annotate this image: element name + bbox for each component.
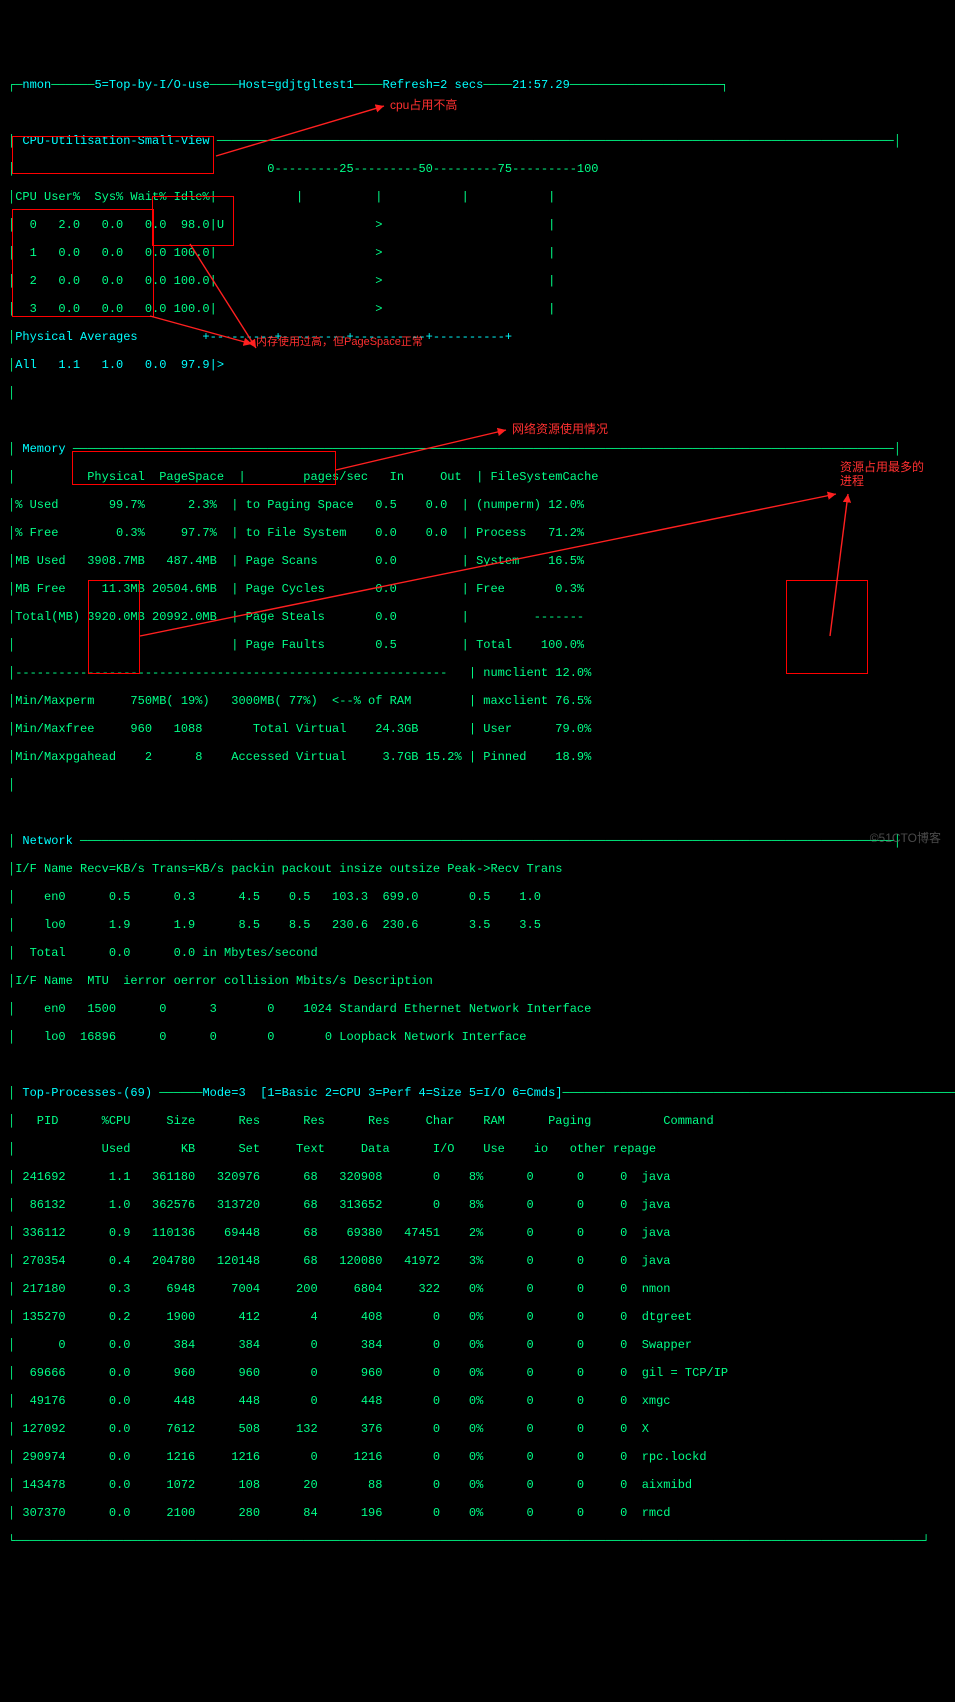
memory-row-6: │---------------------------------------…	[8, 666, 947, 680]
network-row2-0: │ en0 1500 0 3 0 1024 Standard Ethernet …	[8, 1002, 947, 1016]
mode-label: 5=Top-by-I/O-use	[94, 78, 209, 92]
cpu-section-title: CPU-Utilisation-Small-View	[22, 134, 209, 148]
memory-row-1: │% Free 0.3% 97.7% | to File System 0.0 …	[8, 526, 947, 540]
memory-bottom: │	[8, 778, 947, 792]
cpu-scale: │ 0---------25---------50---------75----…	[8, 162, 947, 176]
header-line: ┌─nmon──────5=Top-by-I/O-use────Host=gdj…	[8, 78, 947, 92]
network-row-1: │ lo0 1.9 1.9 8.5 8.5 230.6 230.6 3.5 3.…	[8, 918, 947, 932]
top-row-0: │ 241692 1.1 361180 320976 68 320908 0 8…	[8, 1170, 947, 1184]
memory-row-2: │MB Used 3908.7MB 487.4MB | Page Scans 0…	[8, 554, 947, 568]
annotation-net: 网络资源使用情况	[512, 422, 608, 436]
top-row-10: │ 290974 0.0 1216 1216 0 1216 0 0% 0 0 0…	[8, 1450, 947, 1464]
memory-row-0: │% Used 99.7% 2.3% | to Paging Space 0.5…	[8, 498, 947, 512]
network-row2-1: │ lo0 16896 0 0 0 0 Loopback Network Int…	[8, 1030, 947, 1044]
top-row-8: │ 49176 0.0 448 448 0 448 0 0% 0 0 0 xmg…	[8, 1394, 947, 1408]
top-row-1: │ 86132 1.0 362576 313720 68 313652 0 8%…	[8, 1198, 947, 1212]
top-mode: Mode=3 [1=Basic 2=CPU 3=Perf 4=Size 5=I/…	[202, 1086, 562, 1100]
memory-row-5: │ | Page Faults 0.5 | Total 100.0%	[8, 638, 947, 652]
top-row-6: │ 0 0.0 384 384 0 384 0 0% 0 0 0 Swapper	[8, 1338, 947, 1352]
memory-row-9: │Min/Maxpgahead 2 8 Accessed Virtual 3.7…	[8, 750, 947, 764]
network-row-0: │ en0 0.5 0.3 4.5 0.5 103.3 699.0 0.5 1.…	[8, 890, 947, 904]
top-row-9: │ 127092 0.0 7612 508 132 376 0 0% 0 0 0…	[8, 1422, 947, 1436]
memory-row-8: │Min/Maxfree 960 1088 Total Virtual 24.3…	[8, 722, 947, 736]
watermark: ©51CTO博客	[870, 831, 941, 845]
network-title-line: │ Network ──────────────────────────────…	[8, 834, 947, 848]
cpu-row-1: │ 1 0.0 0.0 0.0 100.0| > |	[8, 246, 947, 260]
cpu-bottom: │	[8, 386, 947, 400]
memory-row-7: │Min/Maxperm 750MB( 19%) 3000MB( 77%) <-…	[8, 694, 947, 708]
bottom-line: └───────────────────────────────────────…	[8, 1534, 947, 1548]
top-title-line: │ Top-Processes-(69) ──────Mode=3 [1=Bas…	[8, 1086, 947, 1100]
top-row-7: │ 69666 0.0 960 960 0 960 0 0% 0 0 0 gil…	[8, 1366, 947, 1380]
refresh-value: 2 secs	[440, 78, 483, 92]
memory-title: Memory	[22, 442, 65, 456]
memory-row-4: │Total(MB) 3920.0MB 20992.0MB | Page Ste…	[8, 610, 947, 624]
network-h2: │I/F Name MTU ierror oerror collision Mb…	[8, 974, 947, 988]
cpu-row-0: │ 0 2.0 0.0 0.0 98.0|U > |	[8, 218, 947, 232]
annotation-cpu: cpu占用不高	[390, 98, 457, 112]
time-value: 21:57.29	[512, 78, 570, 92]
memory-h1: │ Physical PageSpace | pages/sec In Out …	[8, 470, 947, 484]
top-h2: │ Used KB Set Text Data I/O Use io other…	[8, 1142, 947, 1156]
network-total: │ Total 0.0 0.0 in Mbytes/second	[8, 946, 947, 960]
top-title: Top-Processes-(69)	[22, 1086, 152, 1100]
annotation-proc: 资源占用最多的进程	[840, 460, 924, 488]
cpu-cols: │CPU User% Sys% Wait% Idle%| | | | |	[8, 190, 947, 204]
cpu-phys-avg: │Physical Averages +---------+---------+…	[8, 330, 947, 344]
top-row-3: │ 270354 0.4 204780 120148 68 120080 419…	[8, 1254, 947, 1268]
memory-title-line: │ Memory ───────────────────────────────…	[8, 442, 947, 456]
cpu-row-3: │ 3 0.0 0.0 0.0 100.0| > |	[8, 302, 947, 316]
top-row-4: │ 217180 0.3 6948 7004 200 6804 322 0% 0…	[8, 1282, 947, 1296]
top-row-2: │ 336112 0.9 110136 69448 68 69380 47451…	[8, 1226, 947, 1240]
program-name: nmon	[22, 78, 51, 92]
cpu-title-line: │ CPU-Utilisation-Small-View ───────────…	[8, 134, 947, 148]
network-h1: │I/F Name Recv=KB/s Trans=KB/s packin pa…	[8, 862, 947, 876]
refresh-label: Refresh=	[383, 78, 441, 92]
top-h1: │ PID %CPU Size Res Res Res Char RAM Pag…	[8, 1114, 947, 1128]
cpu-row-2: │ 2 0.0 0.0 0.0 100.0| > |	[8, 274, 947, 288]
memory-row-3: │MB Free 11.3MB 20504.6MB | Page Cycles …	[8, 582, 947, 596]
cpu-all: │All 1.1 1.0 0.0 97.9|>	[8, 358, 947, 372]
annotation-mem: 内存使用过高，但PageSpace正常	[256, 335, 423, 349]
top-row-5: │ 135270 0.2 1900 412 4 408 0 0% 0 0 0 d…	[8, 1310, 947, 1324]
host-label: Host=	[238, 78, 274, 92]
top-row-11: │ 143478 0.0 1072 108 20 88 0 0% 0 0 0 a…	[8, 1478, 947, 1492]
top-row-12: │ 307370 0.0 2100 280 84 196 0 0% 0 0 0 …	[8, 1506, 947, 1520]
host-value: gdjtgltest1	[274, 78, 353, 92]
network-title: Network	[22, 834, 72, 848]
